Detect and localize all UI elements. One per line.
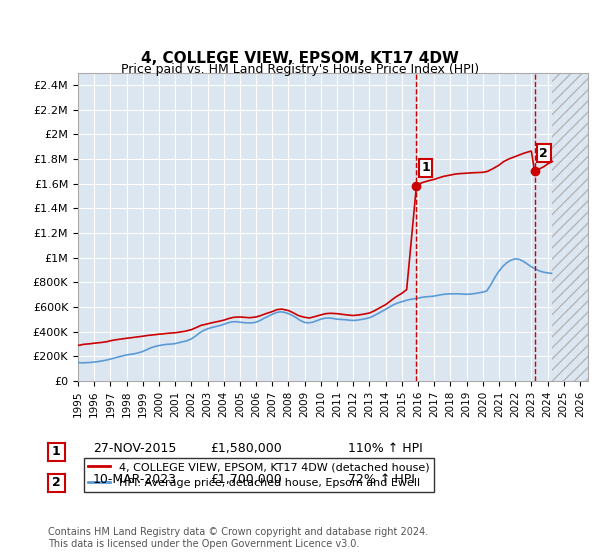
Text: 27-NOV-2015: 27-NOV-2015 — [93, 442, 176, 455]
Text: £1,700,000: £1,700,000 — [210, 473, 282, 486]
Text: Price paid vs. HM Land Registry's House Price Index (HPI): Price paid vs. HM Land Registry's House … — [121, 63, 479, 77]
Text: 1: 1 — [421, 161, 430, 174]
Text: 110% ↑ HPI: 110% ↑ HPI — [348, 442, 423, 455]
Text: 1: 1 — [52, 445, 61, 459]
Text: 72% ↑ HPI: 72% ↑ HPI — [348, 473, 415, 486]
Text: 10-MAR-2023: 10-MAR-2023 — [93, 473, 177, 486]
Text: 2: 2 — [52, 476, 61, 489]
Text: 4, COLLEGE VIEW, EPSOM, KT17 4DW: 4, COLLEGE VIEW, EPSOM, KT17 4DW — [141, 52, 459, 66]
Text: 2: 2 — [539, 147, 548, 160]
Text: £1,580,000: £1,580,000 — [210, 442, 282, 455]
Legend: 4, COLLEGE VIEW, EPSOM, KT17 4DW (detached house), HPI: Average price, detached : 4, COLLEGE VIEW, EPSOM, KT17 4DW (detach… — [83, 458, 434, 492]
Text: Contains HM Land Registry data © Crown copyright and database right 2024.
This d: Contains HM Land Registry data © Crown c… — [48, 527, 428, 549]
Bar — [551, 73, 588, 381]
